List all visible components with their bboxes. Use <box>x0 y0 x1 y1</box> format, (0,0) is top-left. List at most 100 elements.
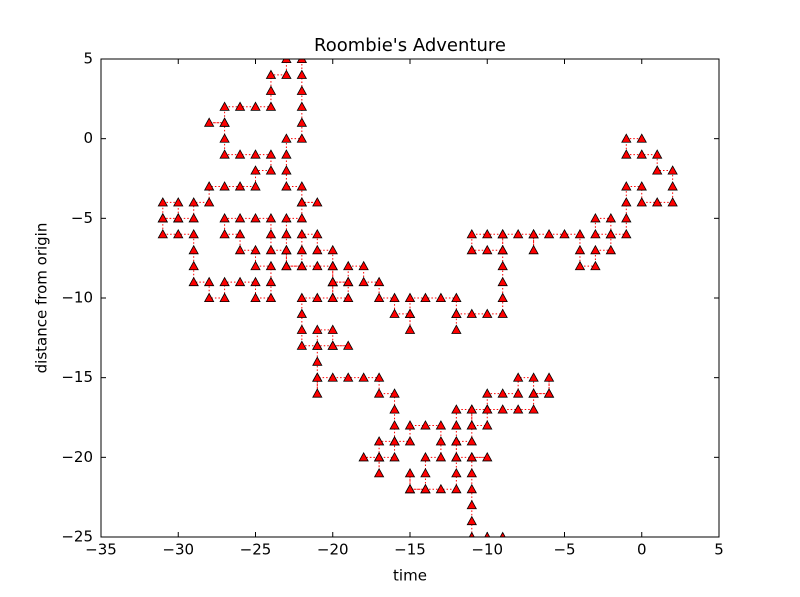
marker <box>420 452 431 462</box>
marker <box>250 181 261 191</box>
marker <box>281 213 292 223</box>
marker <box>343 276 354 287</box>
x-tick-label: −30 <box>162 541 194 559</box>
marker <box>482 420 493 430</box>
marker <box>219 117 230 127</box>
marker <box>373 276 385 287</box>
marker <box>528 372 539 382</box>
marker <box>327 324 338 334</box>
marker <box>250 101 261 111</box>
marker <box>497 404 508 414</box>
marker <box>373 388 385 398</box>
marker <box>404 436 416 446</box>
marker <box>281 260 292 271</box>
marker <box>312 260 323 271</box>
marker <box>281 69 292 79</box>
marker <box>327 340 338 350</box>
y-axis-label: distance from origin <box>33 223 51 374</box>
marker <box>451 292 462 303</box>
marker <box>343 340 354 350</box>
marker <box>497 292 508 303</box>
marker <box>435 420 447 430</box>
marker <box>265 213 277 223</box>
marker <box>234 213 246 223</box>
marker <box>466 483 477 494</box>
marker <box>188 260 199 271</box>
marker <box>528 404 539 414</box>
marker <box>312 228 323 239</box>
marker <box>404 292 416 303</box>
marker <box>234 276 246 287</box>
marker <box>543 388 555 398</box>
marker <box>296 324 308 334</box>
marker <box>389 308 400 318</box>
marker <box>451 404 462 414</box>
marker <box>636 149 647 159</box>
marker <box>250 149 261 159</box>
marker <box>296 228 308 239</box>
marker <box>265 85 277 95</box>
marker <box>296 197 308 207</box>
marker <box>296 244 308 255</box>
marker <box>373 292 385 303</box>
marker <box>265 101 277 111</box>
marker <box>234 101 246 111</box>
marker <box>296 85 308 95</box>
marker <box>497 388 508 398</box>
ticks: −35 −30 −25 −20 −15 −10 −5 0 5 −25 −20 −15 −10 −5 0 5 <box>61 50 723 559</box>
marker <box>188 276 199 287</box>
marker <box>327 292 338 303</box>
marker <box>420 467 431 478</box>
marker <box>358 260 369 271</box>
marker <box>219 292 230 303</box>
marker <box>497 308 508 318</box>
marker <box>250 276 261 287</box>
marker <box>188 228 199 239</box>
marker <box>466 404 477 414</box>
marker <box>636 133 647 143</box>
marker <box>312 292 323 303</box>
marker <box>590 213 601 223</box>
marker <box>281 181 292 191</box>
y-tick-label: −20 <box>61 448 93 466</box>
marker <box>234 228 246 239</box>
marker <box>157 197 168 207</box>
marker <box>528 228 539 239</box>
marker <box>512 388 524 398</box>
marker <box>219 213 230 223</box>
marker <box>420 420 431 430</box>
marker <box>574 244 586 255</box>
marker <box>281 165 292 175</box>
marker <box>203 117 215 127</box>
marker <box>188 244 199 255</box>
marker <box>327 260 338 271</box>
marker <box>188 213 199 223</box>
marker <box>373 452 385 462</box>
marker <box>173 213 184 223</box>
marker <box>621 181 632 191</box>
marker <box>219 181 230 191</box>
marker <box>404 420 416 430</box>
marker <box>358 452 369 462</box>
marker <box>512 228 524 239</box>
marker <box>343 292 354 303</box>
marker <box>435 452 447 462</box>
marker <box>296 69 308 79</box>
marker <box>543 228 555 239</box>
marker <box>281 59 292 63</box>
marker <box>157 213 168 223</box>
marker <box>312 356 323 366</box>
marker <box>621 197 632 207</box>
marker <box>389 388 400 398</box>
marker <box>621 213 632 223</box>
marker <box>234 149 246 159</box>
marker <box>265 228 277 239</box>
marker <box>203 181 215 191</box>
marker <box>389 420 400 430</box>
y-tick-label: −10 <box>61 289 93 307</box>
marker <box>497 244 508 255</box>
x-tick-label: −25 <box>240 541 272 559</box>
marker <box>250 213 261 223</box>
marker <box>312 324 323 334</box>
marker <box>234 244 246 255</box>
